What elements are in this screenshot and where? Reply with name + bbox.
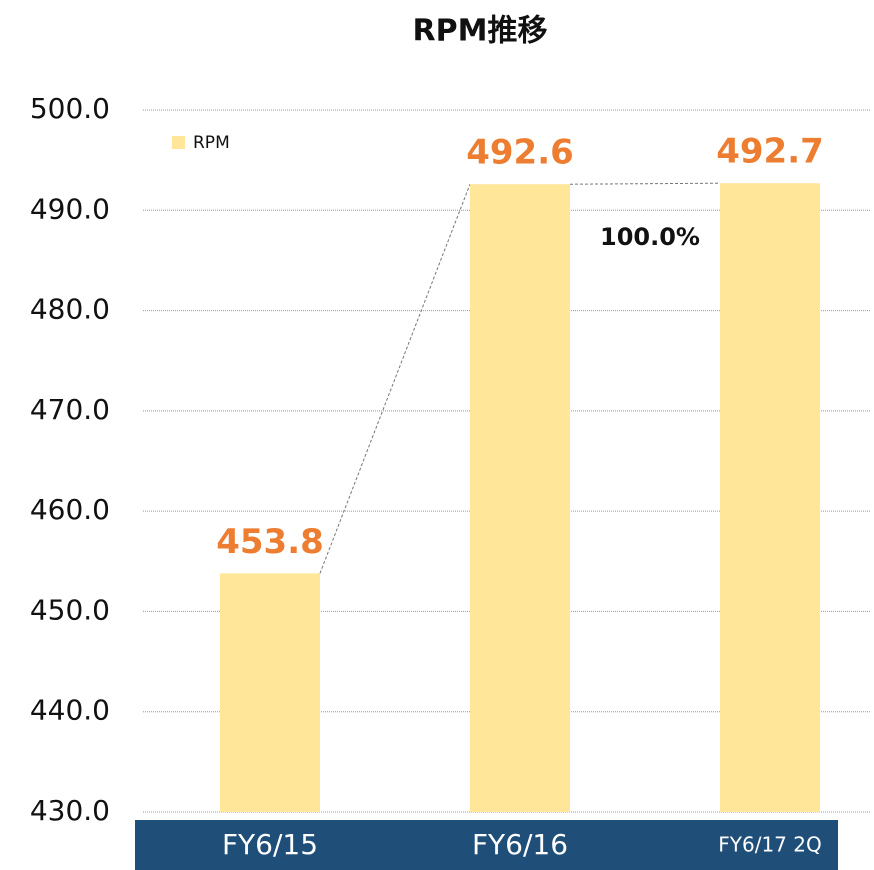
value-label: 492.6 — [466, 133, 574, 173]
x-tick-label: FY6/15 — [222, 828, 318, 861]
y-tick-label: 480.0 — [30, 293, 110, 326]
annotation: 100.0% — [600, 223, 700, 251]
value-label: 453.8 — [216, 522, 324, 562]
bar — [720, 183, 820, 813]
value-label: 492.7 — [716, 132, 824, 172]
legend-swatch — [172, 136, 185, 149]
bar — [470, 184, 570, 812]
chart-title: RPM推移 — [413, 14, 548, 49]
bar — [220, 573, 320, 812]
y-tick-label: 470.0 — [30, 393, 110, 426]
x-tick-label: FY6/17 2Q — [718, 833, 821, 857]
y-tick-label: 460.0 — [30, 493, 110, 526]
y-tick-label: 450.0 — [30, 593, 110, 626]
legend-label: RPM — [193, 133, 230, 153]
x-tick-label: FY6/16 — [472, 828, 568, 861]
connector — [569, 182, 721, 185]
y-tick-label: 490.0 — [30, 192, 110, 225]
y-tick-label: 430.0 — [30, 794, 110, 827]
y-tick-label: 500.0 — [30, 92, 110, 125]
category-band — [135, 820, 838, 870]
y-tick-label: 440.0 — [30, 694, 110, 727]
connector — [319, 184, 471, 574]
